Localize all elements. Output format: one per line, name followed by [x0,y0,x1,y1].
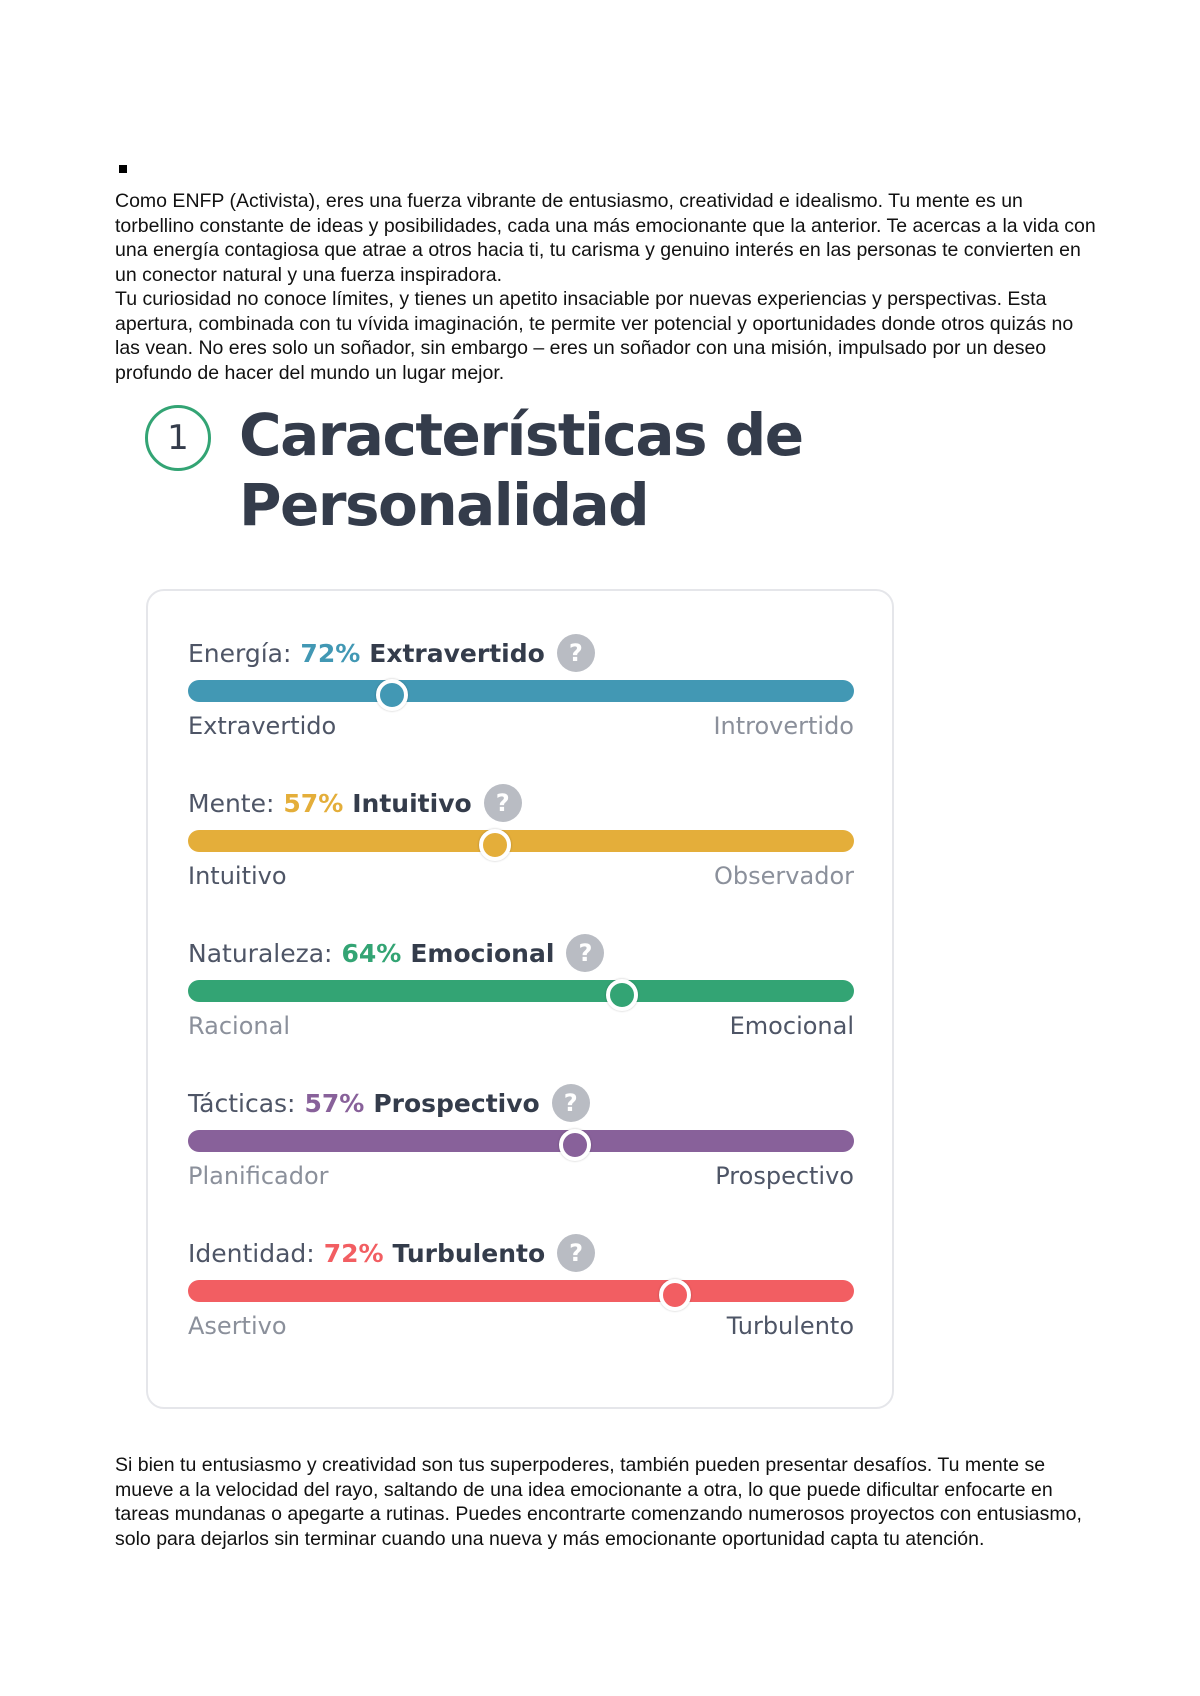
trait-title: Identidad: 72% Turbulento ? [188,1233,596,1273]
trait-dominant: Extravertido [369,638,545,668]
trait-dominant: Turbulento [392,1238,546,1268]
intro-paragraph-1: Como ENFP (Activista), eres una fuerza v… [115,190,1096,286]
section-title-line-2: Personalidad [239,471,650,539]
trait-right-label: Observador [714,862,854,890]
help-icon[interactable]: ? [566,934,605,972]
trait-slider-knob [375,679,408,711]
trait-right-label: Emocional [729,1012,854,1040]
trait-left-label: Intuitivo [188,862,287,890]
list-bullet [119,165,127,173]
section-title-line-1: Características de [239,401,804,469]
trait-percent: 72% [323,1238,384,1268]
trait-title: Mente: 57% Intuitivo ? [188,783,522,823]
trait-slider-track [188,680,854,702]
trait-slider-knob [658,1279,691,1311]
trait-slider-track [188,830,854,852]
trait-left-label: Extravertido [188,712,337,740]
intro-paragraph-2: Tu curiosidad no conoce límites, y tiene… [115,288,1074,384]
trait-right-label: Introvertido [713,712,854,740]
trait-slider-knob [605,979,638,1011]
traits-card [146,589,894,1409]
outro-text: Si bien tu entusiasmo y creatividad son … [115,1453,1100,1551]
section-number-badge: 1 [145,405,211,471]
trait-slider-track [188,980,854,1002]
trait-left-label: Asertivo [188,1312,287,1340]
section-title: Características de Personalidad [239,400,939,540]
help-icon[interactable]: ? [557,1234,596,1272]
trait-right-label: Prospectivo [715,1162,854,1190]
help-icon[interactable]: ? [551,1084,590,1122]
help-icon[interactable]: ? [483,784,522,822]
intro-text: Como ENFP (Activista), eres una fuerza v… [115,189,1100,385]
trait-slider-knob [558,1129,591,1161]
trait-label: Tácticas: [188,1088,296,1118]
trait-dominant: Intuitivo [352,788,472,818]
trait-title: Naturaleza: 64% Emocional ? [188,933,605,973]
trait-slider-knob [479,829,512,861]
trait-label: Energía: [188,638,292,668]
trait-right-label: Turbulento [726,1312,854,1340]
trait-percent: 72% [300,638,361,668]
trait-label: Identidad: [188,1238,315,1268]
trait-slider-track [188,1280,854,1302]
trait-dominant: Emocional [410,938,555,968]
trait-slider-track [188,1130,854,1152]
trait-percent: 57% [283,788,344,818]
trait-left-label: Racional [188,1012,290,1040]
trait-percent: 57% [304,1088,365,1118]
trait-left-label: Planificador [188,1162,329,1190]
help-icon[interactable]: ? [556,634,595,672]
outro-paragraph-1: Si bien tu entusiasmo y creatividad son … [115,1454,1082,1550]
trait-dominant: Prospectivo [373,1088,540,1118]
trait-percent: 64% [341,938,402,968]
trait-title: Energía: 72% Extravertido ? [188,633,595,673]
trait-title: Tácticas: 57% Prospectivo ? [188,1083,590,1123]
trait-label: Naturaleza: [188,938,333,968]
trait-label: Mente: [188,788,275,818]
